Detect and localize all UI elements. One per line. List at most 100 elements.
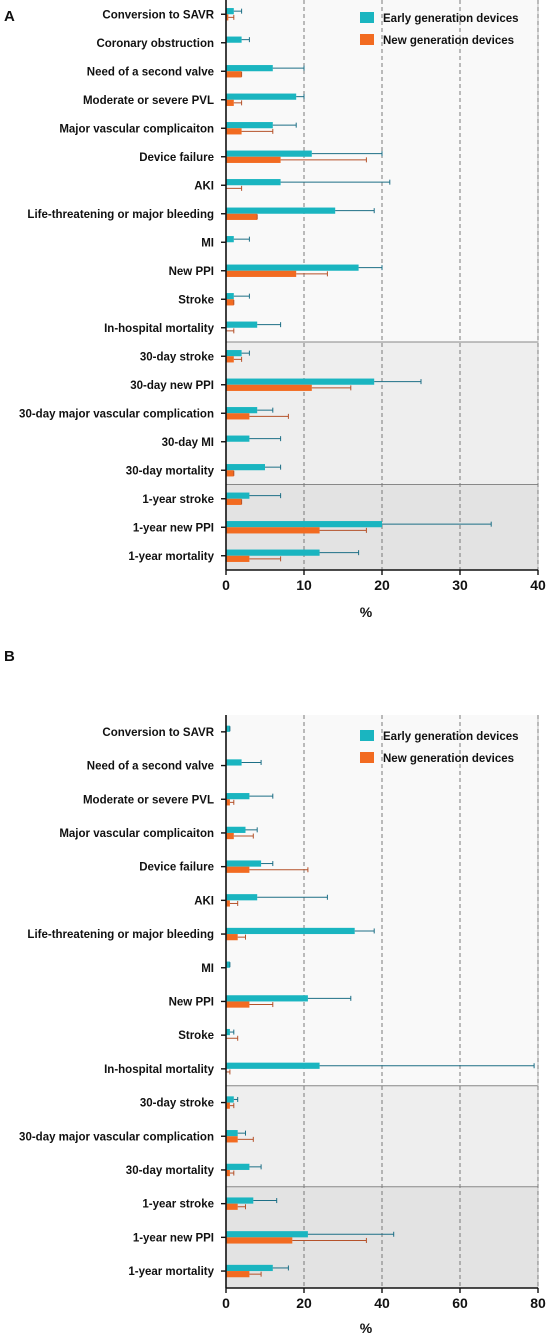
category-label: Conversion to SAVR	[102, 9, 214, 21]
category-label: 1-year new PPI	[133, 522, 214, 534]
category-label: Device failure	[139, 152, 214, 164]
early-bar	[226, 150, 312, 157]
new-bar	[226, 1169, 230, 1177]
x-tick-label: 80	[530, 1295, 546, 1311]
new-bar	[226, 1203, 238, 1210]
new-bar	[226, 555, 250, 562]
category-label: Stroke	[178, 294, 214, 306]
early-bar	[226, 927, 355, 935]
category-label: Conversion to SAVR	[102, 727, 214, 739]
early-bar	[226, 793, 250, 800]
early-bar	[226, 549, 320, 556]
new-bar	[226, 498, 242, 505]
x-tick-label: 20	[374, 577, 390, 593]
early-bar	[226, 725, 230, 732]
new-bar	[226, 1136, 238, 1143]
category-label: Life-threatening or major bleeding	[27, 209, 214, 221]
early-bar	[226, 860, 262, 867]
category-label: 30-day new PPI	[130, 380, 214, 392]
early-bar	[226, 759, 242, 766]
x-axis-label: %	[360, 1320, 373, 1336]
new-bar	[226, 799, 230, 806]
early-bar	[226, 492, 250, 499]
x-tick-label: 40	[530, 577, 546, 593]
legend-swatch	[360, 730, 374, 741]
early-bar	[226, 264, 359, 271]
category-label: Device failure	[139, 862, 214, 874]
early-bar	[226, 207, 336, 214]
early-bar	[226, 1163, 250, 1170]
category-label: MI	[201, 237, 214, 249]
new-bar	[226, 71, 242, 78]
category-label: Moderate or severe PVL	[83, 95, 214, 107]
x-tick-label: 0	[222, 577, 230, 593]
early-bar	[226, 93, 297, 100]
legend-swatch	[360, 34, 374, 45]
new-bar	[226, 900, 230, 907]
new-bar	[226, 1102, 230, 1109]
category-label: 1-year stroke	[142, 1199, 214, 1211]
early-bar	[226, 995, 308, 1002]
category-label: New PPI	[169, 266, 214, 278]
category-label: 30-day mortality	[126, 465, 215, 477]
x-tick-label: 0	[222, 1295, 230, 1311]
category-label: 30-day MI	[162, 437, 214, 449]
category-label: 1-year mortality	[128, 1266, 214, 1278]
legend-label: Early generation devices	[383, 13, 519, 25]
new-bar	[226, 213, 258, 220]
early-bar	[226, 435, 250, 442]
early-bar	[226, 321, 258, 328]
category-label: In-hospital mortality	[104, 1064, 215, 1076]
panel-label: B	[4, 648, 15, 665]
early-bar	[226, 464, 265, 471]
legend-label: New generation devices	[383, 35, 514, 47]
early-bar	[226, 8, 234, 15]
legend-swatch	[360, 12, 374, 23]
x-tick-label: 20	[296, 1295, 312, 1311]
category-label: AKI	[194, 895, 214, 907]
category-label: Need of a second valve	[87, 761, 214, 773]
category-label: Moderate or severe PVL	[83, 794, 214, 806]
category-label: AKI	[194, 180, 214, 192]
new-bar	[226, 14, 229, 21]
category-label: 30-day stroke	[140, 351, 214, 363]
new-bar	[226, 156, 281, 163]
new-bar	[226, 99, 234, 106]
early-bar	[226, 36, 242, 43]
category-label: New PPI	[169, 996, 214, 1008]
early-bar	[226, 1028, 230, 1036]
early-bar	[226, 1231, 308, 1238]
category-label: 30-day major vascular complication	[19, 1131, 214, 1143]
early-bar	[226, 122, 273, 129]
new-bar	[226, 1237, 293, 1244]
new-bar	[226, 1271, 250, 1278]
category-label: 30-day mortality	[126, 1165, 215, 1177]
early-bar	[226, 407, 258, 414]
legend-swatch	[360, 752, 374, 763]
new-bar	[226, 128, 242, 135]
category-label: Need of a second valve	[87, 66, 214, 78]
legend-label: Early generation devices	[383, 731, 519, 743]
x-axis-label: %	[360, 604, 373, 620]
new-bar	[226, 866, 250, 873]
category-label: Major vascular complicaiton	[59, 123, 214, 135]
category-label: Major vascular complicaiton	[59, 828, 214, 840]
x-tick-label: 40	[374, 1295, 390, 1311]
panel-a: A Conversion to SAVR Coronary obstruction N…	[4, 0, 546, 620]
new-bar	[226, 1001, 250, 1008]
new-bar	[226, 413, 250, 420]
new-bar	[226, 270, 297, 277]
new-bar	[226, 832, 234, 840]
category-label: 30-day major vascular complication	[19, 408, 214, 420]
x-tick-label: 10	[296, 577, 312, 593]
early-bar	[226, 521, 382, 528]
early-bar	[226, 1197, 254, 1204]
early-bar	[226, 378, 375, 385]
category-label: 1-year new PPI	[133, 1232, 214, 1244]
new-bar	[226, 384, 312, 391]
early-bar	[226, 1062, 320, 1069]
early-bar	[226, 894, 258, 901]
panel-b: B Conversion to SAVR Need of a second valv…	[4, 648, 546, 1336]
early-bar	[226, 961, 230, 968]
early-bar	[226, 1264, 273, 1272]
